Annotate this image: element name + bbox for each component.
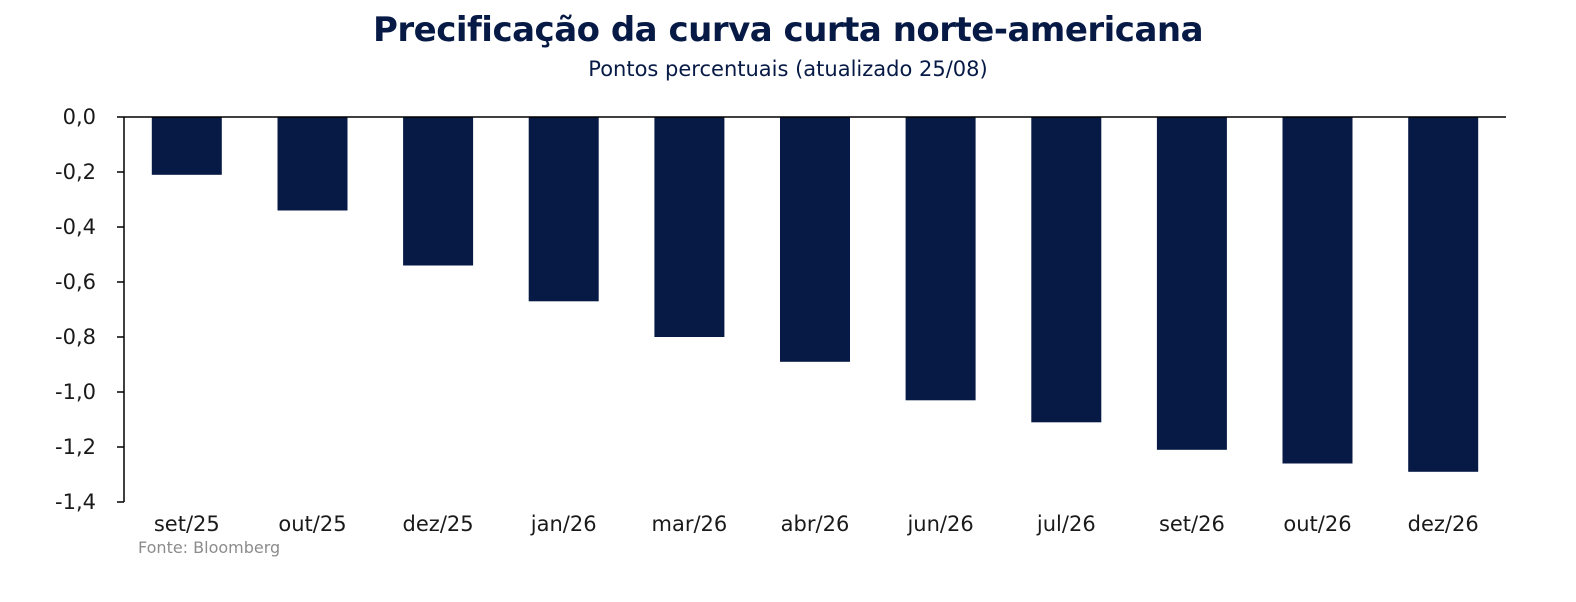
chart-subtitle: Pontos percentuais (atualizado 25/08) — [588, 57, 988, 81]
bar-jul-26 — [1031, 117, 1102, 423]
x-tick-label: abr/26 — [781, 512, 850, 536]
y-tick-label: -1,4 — [55, 490, 96, 514]
x-tick-label: mar/26 — [652, 512, 728, 536]
x-tick-label: set/26 — [1159, 512, 1225, 536]
x-tick-label: jan/26 — [530, 512, 597, 536]
x-tick-label: jun/26 — [906, 512, 973, 536]
bar-mar-26 — [654, 117, 725, 337]
bar-dez-25 — [403, 117, 474, 266]
y-tick-label: -0,4 — [55, 215, 96, 239]
bar-jun-26 — [905, 117, 976, 401]
bar-out-26 — [1282, 117, 1353, 464]
source-note: Fonte: Bloomberg — [138, 538, 281, 557]
y-tick-label: -0,2 — [55, 160, 96, 184]
y-tick-label: -1,2 — [55, 435, 96, 459]
x-tick-label: set/25 — [154, 512, 220, 536]
x-tick-label: out/26 — [1283, 512, 1351, 536]
x-tick-label: jul/26 — [1036, 512, 1096, 536]
y-tick-label: -1,0 — [55, 380, 96, 404]
bar-dez-26 — [1408, 117, 1479, 472]
chart-title: Precificação da curva curta norte-americ… — [372, 10, 1204, 50]
bar-set-26 — [1156, 117, 1227, 450]
bar-out-25 — [277, 117, 348, 211]
y-tick-label: -0,8 — [55, 325, 96, 349]
bar-jan-26 — [528, 117, 599, 302]
bar-abr-26 — [780, 117, 850, 362]
y-tick-label: -0,6 — [55, 270, 96, 294]
y-tick-label: 0,0 — [63, 105, 96, 129]
x-tick-label: dez/26 — [1408, 512, 1479, 536]
bar-set-25 — [151, 117, 222, 175]
x-tick-label: out/25 — [278, 512, 346, 536]
x-tick-label: dez/25 — [403, 512, 474, 536]
